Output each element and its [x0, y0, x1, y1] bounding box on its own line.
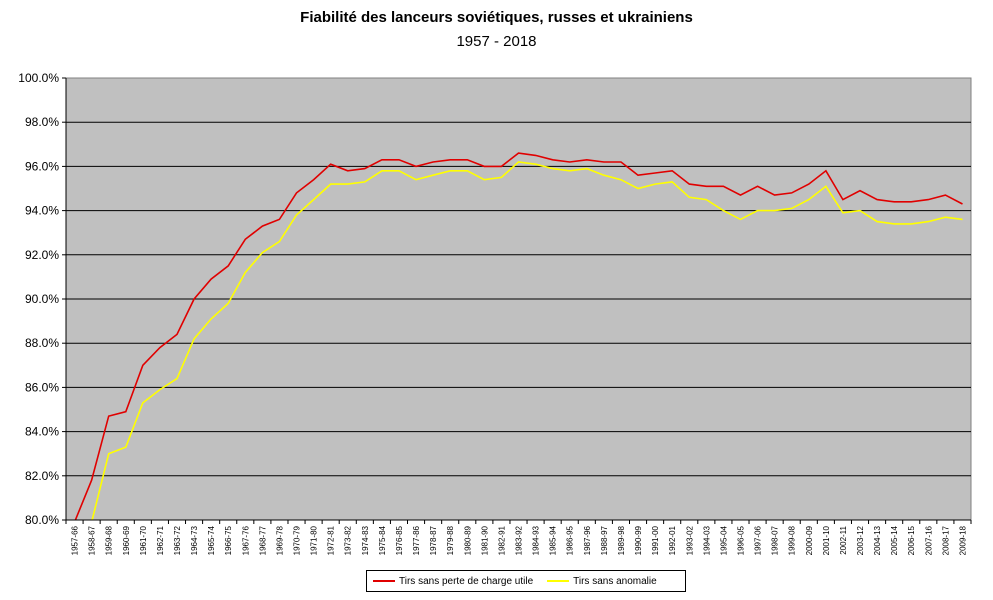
x-tick-label: 1996-05 [736, 525, 745, 555]
x-tick-label: 1960-69 [122, 525, 131, 555]
x-tick-label: 1986-95 [566, 525, 575, 555]
series-line-2 [91, 161, 963, 520]
x-tick-label: 1983-92 [515, 525, 524, 555]
chart-subtitle: 1957 - 2018 [456, 33, 537, 50]
legend-label-series-2: Tirs sans anomalie [573, 575, 657, 587]
x-tick-label: 1965-74 [207, 525, 216, 555]
x-tick-label: 1970-79 [293, 525, 302, 555]
x-tick-label: 1967-76 [241, 525, 250, 555]
x-tick-label: 2004-13 [873, 525, 882, 555]
y-tick-label: 94.0% [25, 204, 59, 218]
y-tick-label: 84.0% [25, 425, 59, 439]
y-tick-label: 96.0% [25, 159, 59, 173]
legend-swatch-series-1 [373, 580, 395, 582]
y-tick-label: 92.0% [25, 248, 59, 262]
x-tick-label: 1961-70 [139, 525, 148, 555]
x-tick-label: 2009-18 [958, 525, 967, 555]
x-tick-label: 1992-01 [668, 525, 677, 555]
x-tick-label: 1958-67 [88, 525, 97, 555]
x-tick-label: 1963-72 [173, 525, 182, 555]
x-tick-label: 2006-15 [907, 525, 916, 555]
x-tick-label: 1979-88 [446, 525, 455, 555]
x-tick-label: 1984-93 [532, 525, 541, 555]
x-tick-label: 1977-86 [412, 525, 421, 555]
legend-item-series-1: Tirs sans perte de charge utile [373, 576, 533, 587]
x-tick-label: 1982-91 [497, 525, 506, 555]
x-tick-label: 1997-06 [754, 525, 763, 555]
x-tick-label: 1994-03 [702, 525, 711, 555]
y-tick-label: 88.0% [25, 336, 59, 350]
x-tick-label: 1985-94 [549, 525, 558, 555]
x-tick-label: 1978-87 [429, 525, 438, 555]
x-tick-label: 1980-89 [463, 525, 472, 555]
x-tick-label: 1968-77 [258, 525, 267, 555]
x-tick-label: 1988-97 [600, 525, 609, 555]
chart-title: Fiabilité des lanceurs soviétiques, russ… [300, 9, 693, 26]
x-tick-label: 1966-75 [224, 525, 233, 555]
x-tick-label: 1991-00 [651, 525, 660, 555]
x-tick-label: 1987-96 [583, 525, 592, 555]
x-tick-label: 2002-11 [839, 525, 848, 554]
x-tick-label: 1995-04 [719, 525, 728, 555]
x-tick-label: 1989-98 [617, 525, 626, 555]
x-tick-label: 1975-84 [378, 525, 387, 555]
y-tick-label: 98.0% [25, 115, 59, 129]
x-tick-label: 2005-14 [890, 525, 899, 555]
x-tick-label: 1973-82 [344, 525, 353, 555]
legend-label-series-1: Tirs sans perte de charge utile [399, 575, 534, 587]
x-tick-label: 1999-08 [788, 525, 797, 555]
legend-item-series-2: Tirs sans anomalie [547, 576, 657, 587]
x-tick-label: 1962-71 [156, 525, 165, 555]
x-tick-label: 1990-99 [634, 525, 643, 555]
series-line-1 [74, 152, 963, 520]
x-tick-label: 1976-85 [395, 525, 404, 555]
legend: Tirs sans perte de charge utile Tirs san… [366, 570, 686, 592]
x-tick-label: 1964-73 [190, 525, 199, 555]
y-axis-ticks: 80.0% 82.0% 84.0% 86.0% 88.0% 90.0% 92.0% 94.0%… [18, 71, 66, 527]
x-tick-label: 1993-02 [685, 525, 694, 555]
y-tick-label: 90.0% [25, 292, 59, 306]
x-tick-label: 2001-10 [822, 525, 831, 555]
x-tick-label: 1959-68 [105, 525, 114, 555]
series-lines [74, 152, 963, 520]
gridlines [66, 121, 971, 477]
y-tick-label: 100.0% [18, 71, 59, 85]
y-tick-label: 86.0% [25, 380, 59, 394]
x-tick-label: 2007-16 [924, 525, 933, 555]
x-tick-label: 1974-83 [361, 525, 370, 555]
y-tick-label: 82.0% [25, 469, 59, 483]
x-tick-label: 1971-80 [310, 525, 319, 555]
x-tick-label: 1972-81 [327, 525, 336, 555]
x-tick-label: 1998-07 [771, 525, 780, 555]
x-tick-label: 2008-17 [941, 525, 950, 555]
x-tick-label: 1981-90 [480, 525, 489, 555]
x-tick-label: 1969-78 [275, 525, 284, 555]
x-tick-label: 2003-12 [856, 525, 865, 555]
x-axis-ticks: 1957-66 1958-67 1959-68 1960-69 1961-70 1962-… [65, 520, 972, 555]
legend-swatch-series-2 [547, 580, 570, 582]
x-tick-label: 1957-66 [71, 525, 80, 555]
x-tick-label: 2000-09 [805, 525, 814, 555]
y-tick-label: 80.0% [25, 513, 59, 527]
